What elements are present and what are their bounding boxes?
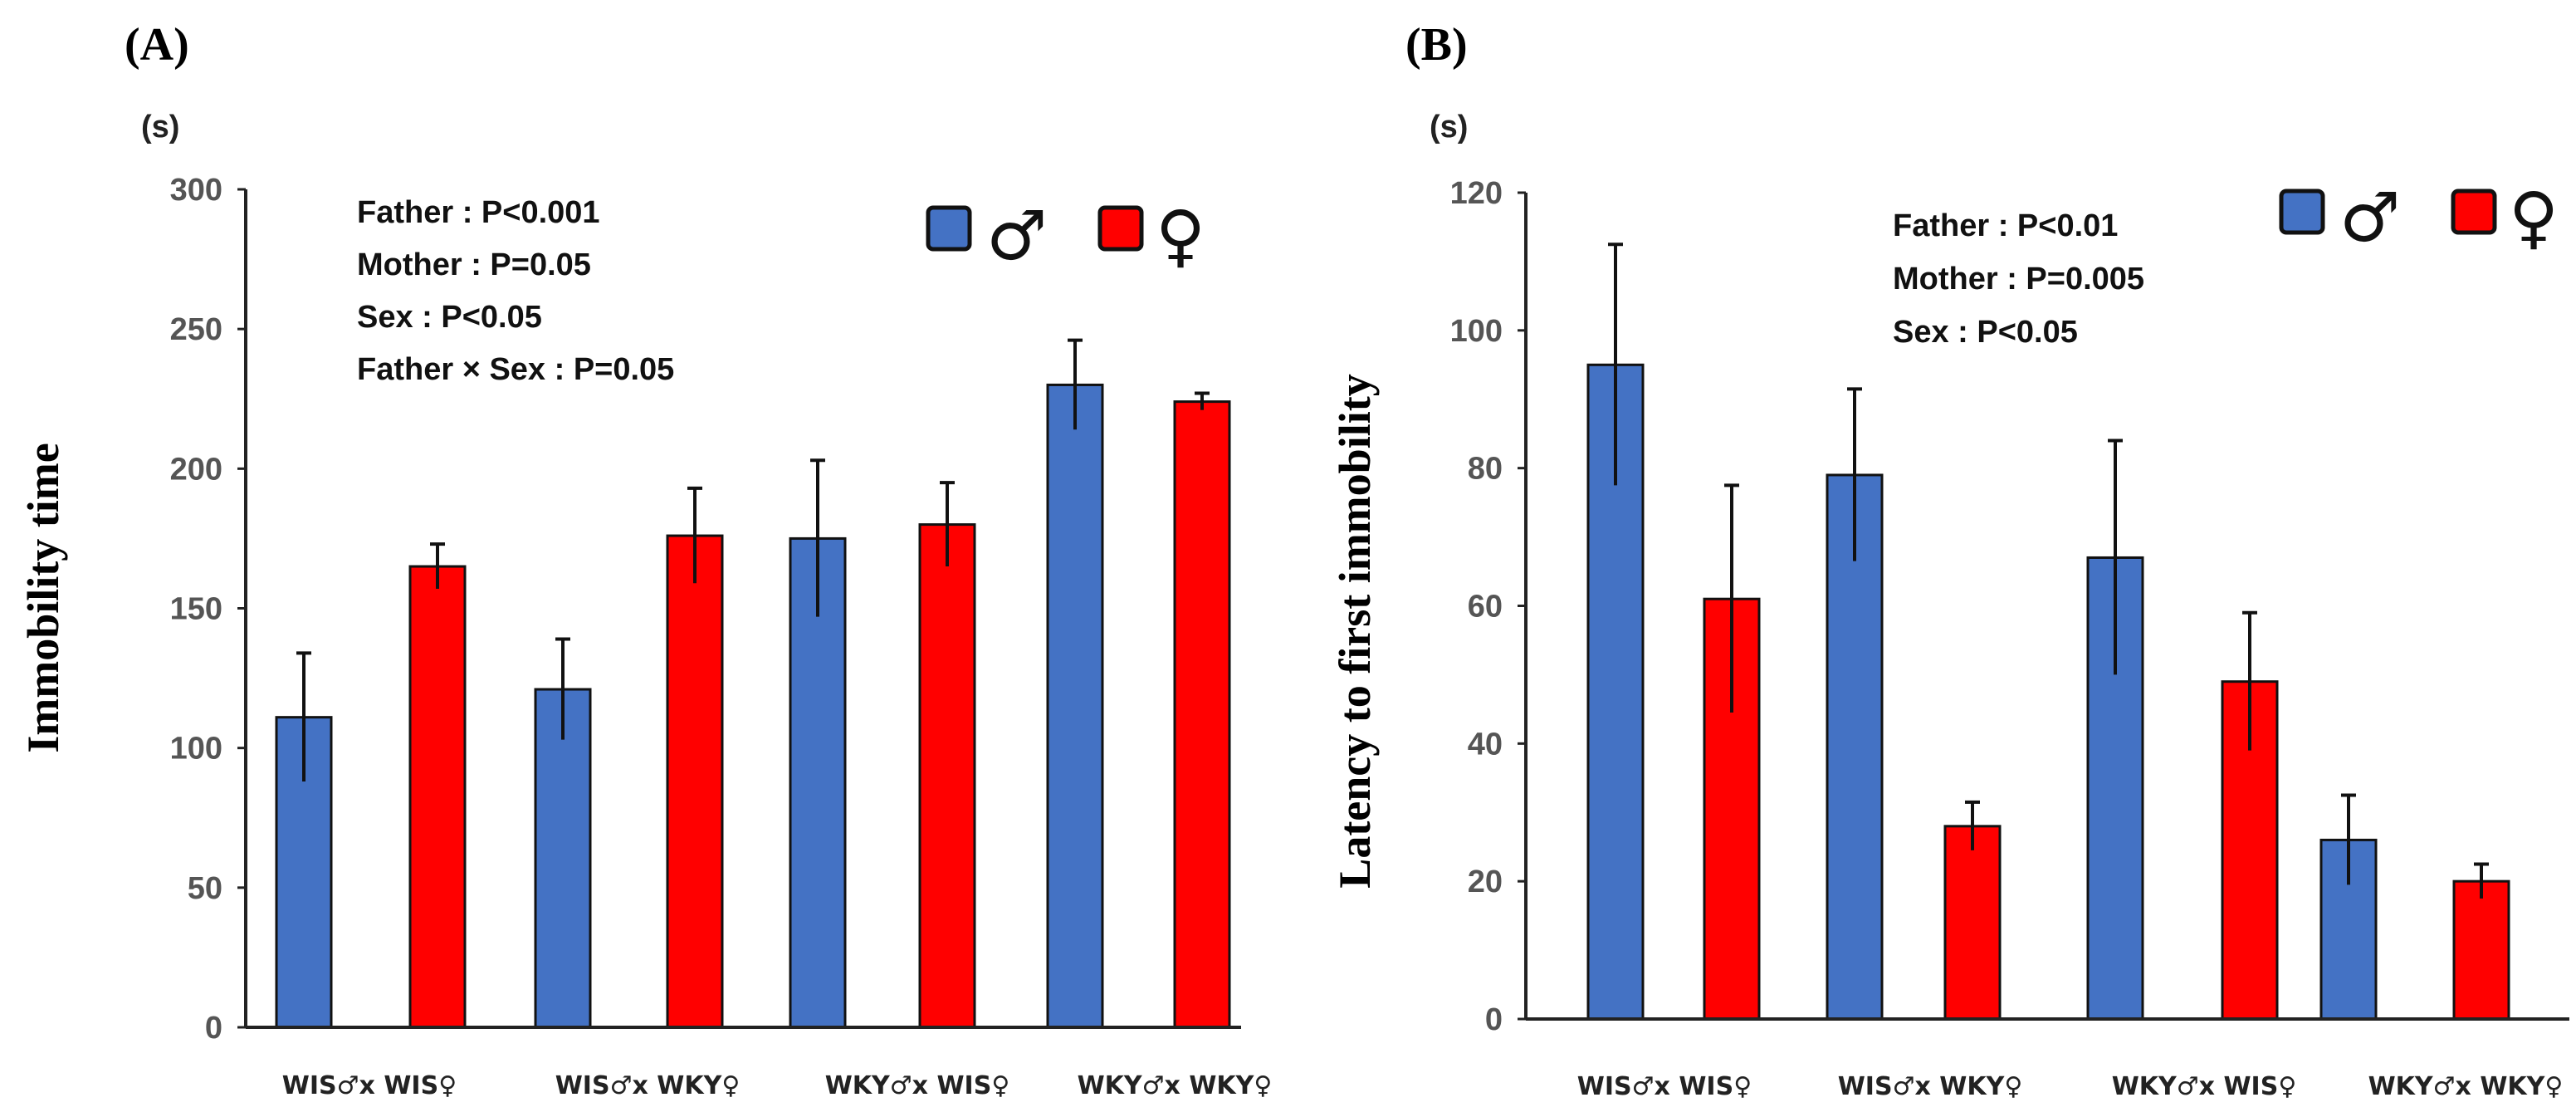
y-tick-label: 300 [170,173,222,208]
stat-line: Father : P<0.001 [357,195,600,230]
x-tick-label: WKY♂x WKY♀ [1078,1071,1273,1100]
stat-line: Mother : P=0.005 [1893,262,2144,296]
legend-swatch-female [2451,189,2497,235]
x-tick-label: WKY♂x WKY♀ [2368,1072,2564,1101]
x-tick-label: WIS♂x WIS♀ [1577,1072,1752,1101]
y-tick-label: 80 [1468,452,1503,487]
panel-label: (B) [1405,19,1468,71]
y-tick-label: 250 [170,312,222,347]
y-axis-label: Immobility time [18,443,68,752]
y-tick-label: 200 [170,452,222,487]
bar [918,523,976,1029]
stats-annotations: Father : P<0.001 Mother : P=0.05 Sex : P… [357,195,674,387]
bar [666,534,724,1029]
y-unit: (s) [1430,110,1468,145]
female-icon: ♀ [2509,179,2559,257]
bar [534,688,592,1029]
y-tick-label: 50 [188,871,222,906]
stats-annotations: Father : P<0.01 Mother : P=0.005 Sex : P… [1893,208,2144,350]
bar [1046,383,1104,1029]
y-tick-label: 120 [1450,176,1503,211]
x-tick-label: WKY♂x WIS♀ [825,1071,1010,1100]
bar [2452,879,2510,1021]
bar [1826,473,1884,1021]
legend-swatch-female [1097,205,1144,252]
x-tick-label: WKY♂x WIS♀ [2112,1072,2297,1101]
legend: ♂ ♀ [926,197,1205,276]
y-unit: (s) [141,110,179,145]
stat-line: Mother : P=0.05 [357,247,591,282]
bar [789,536,847,1029]
x-tick-label: WIS♂x WKY♀ [555,1071,741,1100]
y-tick-label: 60 [1468,590,1503,625]
male-icon: ♂ [986,197,1048,276]
y-tick-label: 100 [170,732,222,767]
x-tick-label: WIS♂x WIS♀ [282,1071,457,1100]
panel-b: (B) (s) Latency to first immobility Fath… [1330,19,2569,1101]
legend-swatch-male [2279,189,2325,235]
y-tick-label: 100 [1450,314,1503,349]
stat-line: Father : P<0.01 [1893,208,2118,243]
y-tick-label: 40 [1468,727,1503,762]
legend-swatch-male [926,205,972,252]
y-tick-label: 0 [1485,1002,1503,1037]
y-tick-label: 150 [170,592,222,627]
bar [408,565,467,1029]
y-tick-label: 0 [205,1011,222,1046]
x-tick-label: WIS♂x WKY♀ [1838,1072,2023,1101]
stat-line: Sex : P<0.05 [1893,315,2078,350]
female-icon: ♀ [1156,197,1205,276]
bar [1943,825,2002,1021]
y-axis-label: Latency to first immobility [1330,374,1380,888]
stat-line: Father × Sex : P=0.05 [357,352,674,387]
panel-label: (A) [125,19,189,71]
bar [1173,400,1231,1029]
y-tick-label: 20 [1468,865,1503,899]
panel-a: (A) (s) Immobility time Father : P<0.001… [18,19,1272,1100]
legend: ♂ ♀ [2279,179,2559,257]
stat-line: Sex : P<0.05 [357,300,542,335]
male-icon: ♂ [2339,179,2401,257]
